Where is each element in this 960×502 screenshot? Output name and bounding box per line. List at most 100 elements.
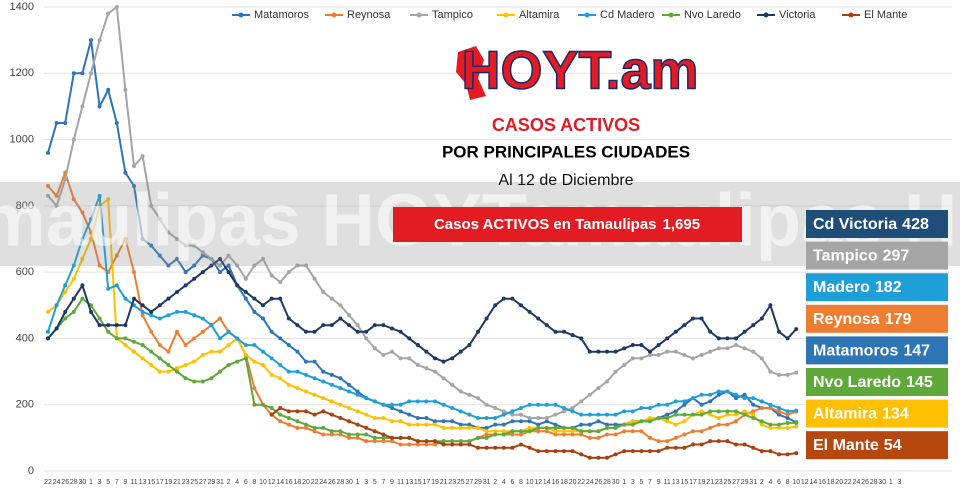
x-tick-label: 7	[115, 479, 119, 486]
city-total: Nvo Laredo 145	[813, 374, 933, 391]
data-point	[708, 399, 713, 404]
data-point	[347, 406, 351, 411]
data-point	[467, 422, 472, 427]
data-point	[467, 442, 472, 447]
data-point	[192, 263, 197, 268]
city-label: Nvo Laredo	[813, 374, 901, 391]
x-tick-label: 14	[810, 479, 818, 486]
x-tick-label: 26	[61, 479, 69, 486]
data-point	[261, 303, 265, 308]
data-point	[665, 445, 670, 450]
data-point	[768, 402, 773, 407]
data-point	[355, 389, 360, 394]
data-point	[269, 406, 274, 411]
data-point	[751, 415, 756, 420]
data-point	[407, 442, 412, 447]
data-point	[665, 412, 670, 417]
data-point	[708, 392, 713, 397]
data-point	[777, 329, 781, 334]
x-tick-label: 17	[156, 479, 164, 486]
x-tick-label: 13	[139, 479, 147, 486]
data-point	[691, 316, 695, 321]
data-point	[458, 389, 463, 394]
data-point	[768, 449, 773, 454]
data-point	[166, 263, 171, 268]
x-tick-label: 27	[466, 479, 474, 486]
data-point	[639, 343, 644, 348]
x-tick-label: 26	[328, 479, 336, 486]
data-point	[312, 392, 317, 397]
data-point	[467, 392, 472, 397]
data-point	[286, 415, 291, 420]
data-point	[536, 449, 541, 454]
data-point	[596, 419, 601, 424]
data-point	[123, 343, 128, 348]
data-point	[673, 349, 678, 354]
data-point	[286, 369, 291, 374]
x-tick-label: 16	[285, 479, 293, 486]
data-point	[200, 379, 205, 384]
data-point	[415, 343, 420, 348]
x-tick-label: 28	[70, 479, 78, 486]
data-point	[553, 429, 558, 434]
data-point	[734, 336, 738, 341]
city-value: 145	[906, 374, 933, 391]
x-tick-label: 4	[768, 479, 772, 486]
data-point	[484, 316, 489, 321]
data-point	[777, 406, 781, 411]
data-point	[252, 296, 257, 301]
x-tick-label: 22	[577, 479, 585, 486]
data-point	[166, 349, 171, 354]
data-point	[785, 420, 790, 425]
x-tick-label: 14	[543, 479, 551, 486]
data-point	[235, 283, 240, 288]
data-point	[149, 349, 154, 354]
data-point	[97, 323, 102, 328]
data-point	[605, 455, 609, 460]
data-point	[54, 121, 59, 125]
data-point	[175, 237, 179, 241]
data-point	[235, 336, 240, 341]
data-point	[183, 362, 188, 367]
data-point	[501, 409, 506, 414]
x-tick-label: 4	[235, 479, 239, 486]
data-point	[243, 290, 248, 295]
data-point	[484, 445, 489, 450]
data-point	[89, 237, 93, 241]
data-point	[570, 449, 575, 454]
data-point	[613, 432, 618, 437]
data-point	[63, 177, 68, 182]
data-point	[157, 356, 162, 361]
data-point	[80, 210, 85, 215]
x-tick-label: 10	[792, 479, 800, 486]
data-point	[725, 409, 730, 414]
data-point	[708, 409, 713, 414]
data-point	[183, 270, 188, 275]
data-point	[708, 349, 713, 354]
series-line	[47, 197, 797, 433]
data-point	[286, 409, 291, 414]
data-point	[304, 389, 308, 394]
data-point	[192, 243, 197, 248]
x-tick-label: 31	[483, 479, 491, 486]
data-point	[570, 409, 575, 414]
data-point	[587, 435, 592, 440]
data-point	[777, 372, 781, 377]
data-point	[381, 415, 386, 420]
data-point	[673, 409, 678, 414]
data-point	[390, 326, 394, 331]
data-point	[768, 425, 773, 430]
data-point	[484, 415, 489, 420]
data-point	[441, 419, 446, 424]
data-point	[544, 429, 549, 434]
data-point	[433, 439, 437, 444]
x-tick-label: 24	[53, 479, 61, 486]
data-point	[785, 425, 790, 430]
data-point	[777, 412, 781, 417]
data-point	[579, 452, 584, 457]
data-point	[269, 296, 274, 301]
data-point	[562, 425, 566, 430]
data-point	[295, 386, 300, 391]
banner-total: 1,695	[663, 216, 701, 233]
data-point	[304, 263, 308, 268]
